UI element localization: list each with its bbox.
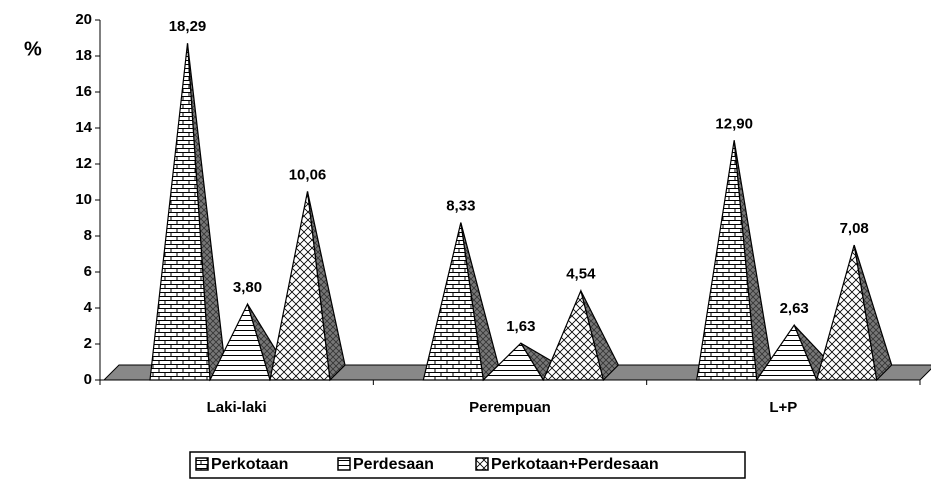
value-label: 4,54 <box>566 266 596 283</box>
pyramid <box>422 222 485 381</box>
x-tick-label: Laki-laki <box>207 399 267 416</box>
value-label: 18,29 <box>169 18 207 35</box>
y-tick-label: 14 <box>75 119 92 136</box>
legend-label: Perdesaan <box>353 456 434 473</box>
y-tick-label: 10 <box>75 191 92 208</box>
y-tick-label: 18 <box>75 47 92 64</box>
pyramid <box>149 43 211 381</box>
pyramid <box>481 342 545 381</box>
y-tick-label: 4 <box>84 299 93 316</box>
y-tick-label: 8 <box>84 227 92 244</box>
value-label: 8,33 <box>446 198 475 215</box>
y-axis-label: % <box>24 38 42 60</box>
value-label: 12,90 <box>715 115 753 132</box>
legend-label: Perkotaan <box>211 456 288 473</box>
value-label: 10,06 <box>289 166 327 183</box>
pyramid <box>815 244 878 381</box>
y-tick-label: 20 <box>75 11 92 28</box>
value-label: 1,63 <box>506 318 535 335</box>
value-label: 7,08 <box>840 220 869 237</box>
pyramid <box>209 302 271 381</box>
pyramid <box>542 288 605 381</box>
x-tick-label: Perempuan <box>469 399 551 416</box>
legend-swatch <box>195 457 209 471</box>
y-tick-label: 0 <box>84 371 92 388</box>
legend-swatch <box>337 457 351 471</box>
value-label: 2,63 <box>780 300 809 317</box>
x-tick-label: L+P <box>769 399 797 416</box>
y-tick-label: 16 <box>75 83 92 100</box>
pyramid <box>695 140 758 381</box>
y-tick-label: 2 <box>84 335 92 352</box>
legend-label: Perkotaan+Perdesaan <box>491 456 659 473</box>
legend-swatch <box>475 457 489 471</box>
y-tick-label: 12 <box>75 155 92 172</box>
legend <box>189 451 746 479</box>
pyramid <box>269 191 331 381</box>
value-label: 3,80 <box>233 279 262 296</box>
y-tick-label: 6 <box>84 263 92 280</box>
pyramid <box>755 323 818 381</box>
